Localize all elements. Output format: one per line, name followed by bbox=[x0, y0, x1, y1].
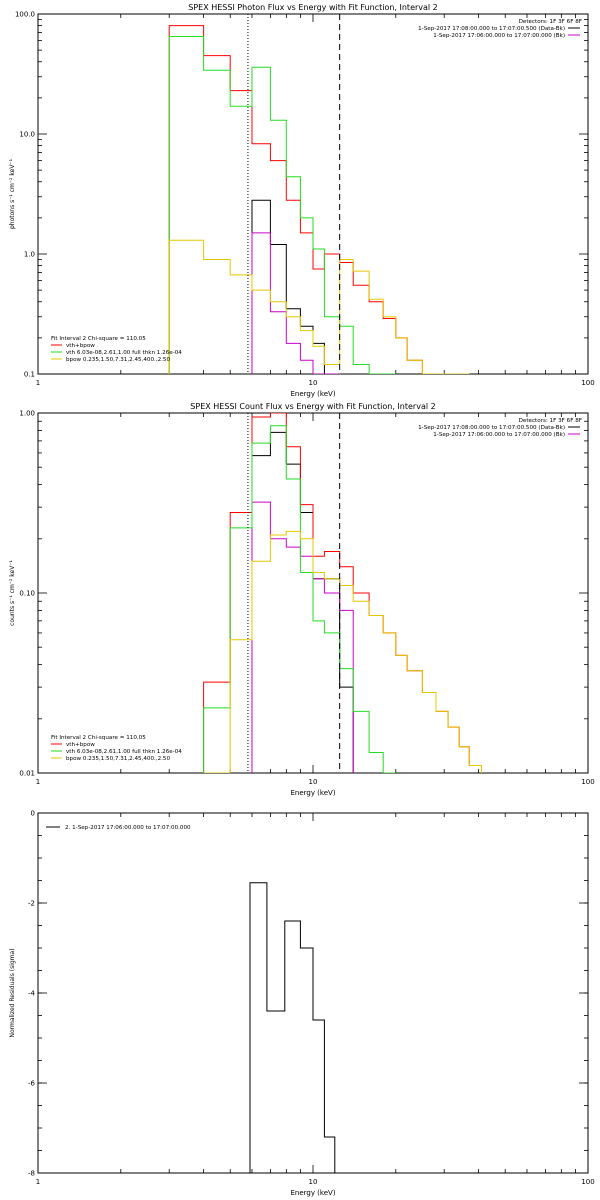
count-x-tick-label: 10 bbox=[309, 778, 318, 786]
residuals-x-axis-label: Energy (keV) bbox=[290, 1189, 335, 1197]
photon-fit-legend-entry: vth 6.03e-08,2.61,1.00 full thkn 1.26e-0… bbox=[66, 350, 182, 356]
photon-fit-legend-entry: bpow 0.235,1.50,7.31,2.45,400.,2.50 bbox=[66, 357, 170, 363]
residuals-y-tick-label: -6 bbox=[28, 1080, 36, 1088]
photon-chart-title: SPEX HESSI Photon Flux vs Energy with Fi… bbox=[188, 3, 438, 12]
photon-series-total bbox=[168, 25, 470, 374]
photon-legend-entry: 1-Sep-2017 17:08:00.000 to 17:07:00.500 … bbox=[418, 26, 565, 32]
residuals-x-tick-label: 1 bbox=[36, 1178, 40, 1186]
photon-y-tick-label: 0.1 bbox=[24, 371, 35, 379]
photon-y-tick-label: 100.0 bbox=[15, 11, 35, 19]
photon-fit-interval-label: Fit Interval 2 Chi-square = 110.05 bbox=[51, 336, 146, 342]
residuals-y-tick-label: -2 bbox=[28, 900, 35, 908]
count-y-tick-label: 1.00 bbox=[19, 410, 35, 418]
photon-series-data bbox=[251, 199, 340, 374]
count-x-tick-label: 100 bbox=[581, 778, 594, 786]
photon-x-tick-label: 100 bbox=[581, 379, 594, 387]
photon-x-axis-label: Energy (keV) bbox=[290, 390, 335, 398]
count-x-axis-label: Energy (keV) bbox=[290, 789, 335, 797]
residuals-y-tick-label: -8 bbox=[28, 1170, 35, 1178]
photon-x-tick-label: 1 bbox=[36, 379, 40, 387]
residuals-series-data bbox=[249, 882, 336, 1173]
photon-plot-frame bbox=[37, 13, 589, 375]
photon-panel: SPEX HESSI Photon Flux vs Energy with Fi… bbox=[9, 3, 595, 398]
residuals-panel: 1 10 100 Energy (keV) 0 -2 -4 -6 -8 Normalized Re… bbox=[9, 810, 595, 1198]
count-y-tick-label: 0.10 bbox=[19, 590, 35, 598]
residuals-y-axis-label: Normalized Residuals (sigma) bbox=[9, 948, 16, 1037]
residuals-legend-entry: 2. 1-Sep-2017 17:06:00.000 to 17:07:00.0… bbox=[65, 825, 191, 831]
count-chart-title: SPEX HESSI Count Flux vs Energy with Fit… bbox=[190, 402, 435, 411]
photon-legend-entry: 1-Sep-2017 17:06:00.000 to 17:07:00.000 … bbox=[433, 33, 565, 39]
count-fit-interval-label: Fit Interval 2 Chi-square = 110.05 bbox=[51, 735, 146, 741]
count-fit-legend-entry: vth+bpow bbox=[66, 742, 95, 748]
photon-series-broken_power_law bbox=[168, 239, 470, 374]
residuals-x-tick-label: 10 bbox=[309, 1178, 318, 1186]
photon-y-tick-label: 1.0 bbox=[24, 251, 35, 259]
count-x-tick-label: 1 bbox=[36, 778, 40, 786]
photon-detectors-label: Detectors: 1F 3F 6F 8F bbox=[519, 19, 582, 25]
residuals-y-tick-label: -4 bbox=[28, 990, 36, 998]
count-fit-legend-entry: vth 6.03e-08,2.61,1.00 full thkn 1.26e-0… bbox=[66, 749, 182, 755]
count-series-thermal bbox=[203, 425, 396, 773]
photon-series-background bbox=[251, 232, 340, 374]
count-detectors-label: Detectors: 1F 3F 6F 8F bbox=[519, 418, 582, 424]
count-y-axis-label: counts s⁻¹ cm⁻² keV⁻¹ bbox=[9, 560, 16, 626]
count-fit-legend-entry: bpow 0.235,1.50,7.31,2.45,400.,2.50 bbox=[66, 756, 170, 762]
count-series-background bbox=[251, 501, 354, 773]
count-series-broken_power_law bbox=[203, 530, 482, 773]
residuals-x-tick-label: 100 bbox=[581, 1178, 594, 1186]
residuals-y-tick-label: 0 bbox=[31, 810, 35, 818]
photon-fit-legend-entry: vth+bpow bbox=[66, 343, 95, 349]
photon-y-tick-label: 10.0 bbox=[19, 131, 35, 139]
count-y-tick-label: 0.01 bbox=[19, 770, 35, 778]
photon-series-thermal bbox=[168, 36, 396, 374]
photon-y-axis-label: photons s⁻¹ cm⁻² keV⁻¹ bbox=[9, 158, 16, 229]
count-series-total bbox=[203, 413, 482, 773]
count-panel: SPEX HESSI Count Flux vs Energy with Fit… bbox=[9, 402, 595, 797]
count-legend-entry: 1-Sep-2017 17:06:00.000 to 17:07:00.000 … bbox=[433, 432, 565, 438]
count-legend-entry: 1-Sep-2017 17:08:00.000 to 17:07:00.500 … bbox=[418, 425, 565, 431]
photon-x-tick-label: 10 bbox=[309, 379, 318, 387]
count-series-data bbox=[251, 431, 354, 773]
